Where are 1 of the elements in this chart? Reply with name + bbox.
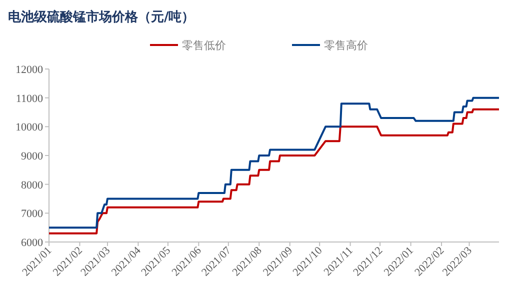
title: 电池级硫酸锰市场价格（元/吨） <box>8 10 195 25</box>
